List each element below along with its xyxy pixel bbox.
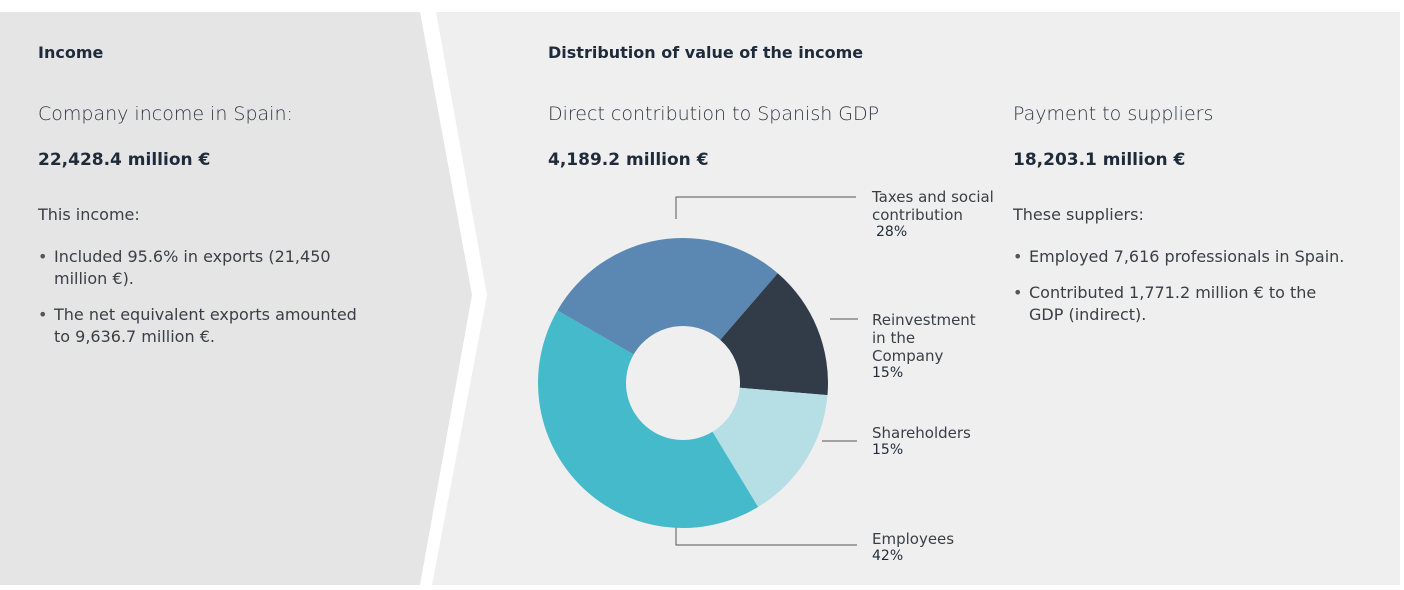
section-title: Income (38, 43, 104, 62)
value-label: 42% (872, 548, 904, 564)
segment-label: Taxes and social contribution (872, 188, 994, 224)
value-label: 15% (872, 365, 904, 381)
legend-item: Taxes and social contribution 28% (872, 188, 1017, 240)
donut-segment (712, 387, 828, 508)
section-title: Distribution of value of the income (548, 43, 864, 62)
donut-segment (538, 310, 759, 528)
income-panel (0, 12, 472, 585)
bullet: Contributed 1,771.2 million € to the GDP… (1013, 282, 1329, 326)
segment-label: Reinvestment in the Company (872, 311, 976, 365)
value-label: 28% (876, 224, 908, 240)
bullet: Employed 7,616 professionals in Spain. (1013, 246, 1373, 268)
subtitle: Direct contribution to Spanish GDP (548, 103, 880, 125)
leader-line (675, 196, 856, 219)
donut-segment (720, 273, 828, 396)
legend-item: Reinvestment in the Company 15% (872, 311, 987, 381)
segment-label: Employees (872, 530, 955, 548)
donut (538, 238, 828, 528)
subtitle: Payment to suppliers (1013, 103, 1214, 125)
donut-segment (557, 238, 778, 355)
amount: 4,189.2 million € (548, 150, 709, 170)
segment-label: Shareholders (872, 424, 971, 442)
bullet: Included 95.6% in exports (21,450 millio… (38, 246, 368, 290)
value-label: 15% (872, 442, 904, 458)
bullets: Included 95.6% in exports (21,450 millio… (38, 246, 368, 362)
bullet: The net equivalent exports amounted to 9… (38, 304, 368, 348)
subtitle: Company income in Spain: (38, 103, 293, 125)
bullets: Employed 7,616 professionals in Spain. C… (1013, 246, 1373, 340)
legend-item: Employees 42% (872, 530, 1002, 564)
intro: These suppliers: (1013, 205, 1144, 224)
intro: This income: (38, 205, 140, 224)
amount: 18,203.1 million € (1013, 150, 1186, 170)
legend-item: Shareholders 15% (872, 424, 1002, 458)
amount: 22,428.4 million € (38, 150, 211, 170)
